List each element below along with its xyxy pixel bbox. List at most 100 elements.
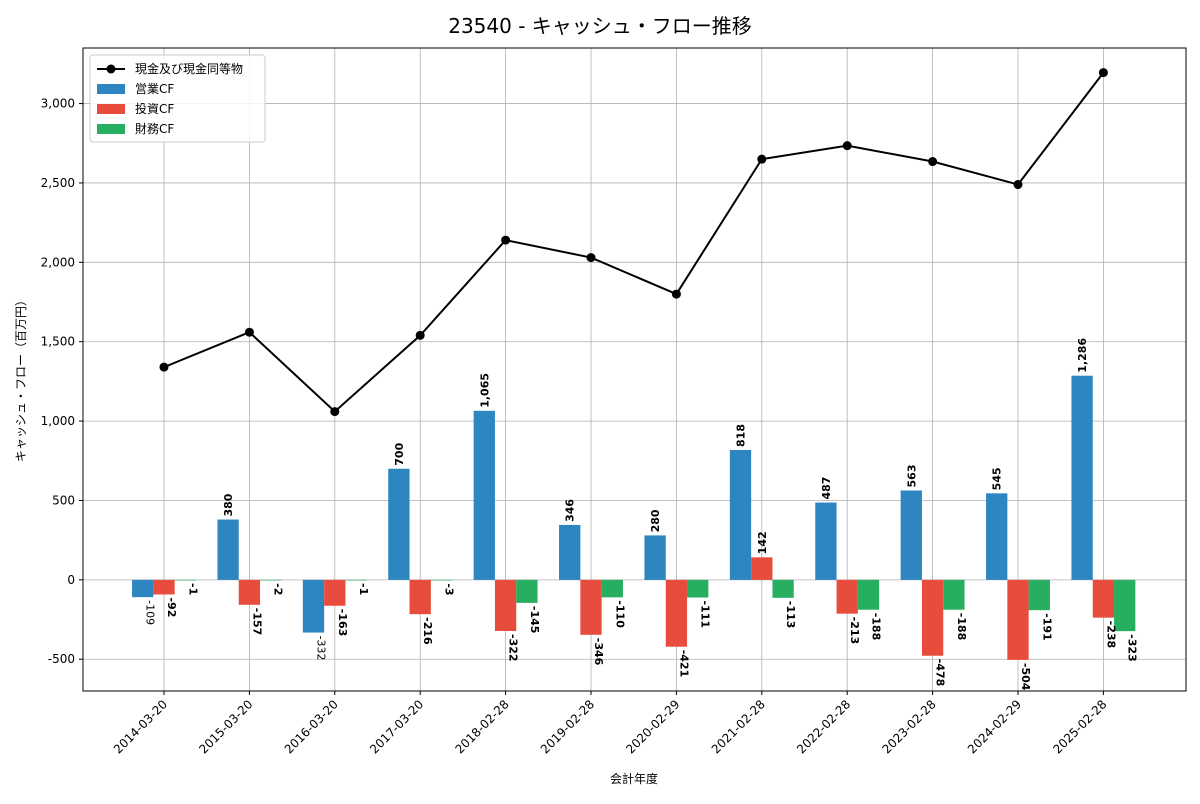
bar-value-label: 1,286 (1076, 338, 1089, 373)
y-tick-label: 1,500 (41, 335, 75, 349)
line-layer (159, 68, 1108, 417)
x-tick-label: 2020-02-29 (623, 697, 682, 756)
bar-investing (494, 579, 517, 631)
legend-label: 財務CF (135, 121, 174, 136)
bar-value-label: 1,065 (478, 373, 491, 408)
bar-investing (238, 579, 261, 605)
bar-value-label: -109 (144, 600, 157, 625)
bar-value-label: -188 (870, 613, 883, 641)
bar-value-label: -188 (955, 613, 968, 641)
bar-value-label: -504 (1019, 663, 1032, 691)
x-tick-label: 2018-02-28 (453, 697, 512, 756)
bar-operating (815, 502, 837, 580)
plot-frame (82, 47, 1187, 692)
legend-label: 現金及び現金同等物 (135, 61, 243, 76)
bar-value-label: -157 (250, 608, 263, 636)
bar-value-label: -110 (613, 600, 626, 628)
x-tick-label: 2021-02-28 (709, 697, 768, 756)
chart-title: 23540 - キャッシュ・フロー推移 (448, 14, 752, 38)
bar-value-label: -213 (848, 617, 861, 645)
axis-layer: -500 0 500 1,000 1,500 2,000 2,500 3,000 2014-03… (41, 97, 1110, 757)
x-tick-label: 2015-03-20 (196, 697, 255, 756)
bar-financing (260, 579, 282, 581)
bar-value-label: -1 (186, 583, 199, 595)
y-tick-label: 500 (52, 493, 75, 507)
bar-investing (1092, 579, 1115, 618)
bar-value-label: -111 (699, 600, 712, 628)
bar-operating (644, 535, 666, 580)
bar-investing (1007, 579, 1029, 660)
cash-point (757, 154, 767, 164)
cash-point (415, 330, 425, 340)
x-tick-label: 2017-03-20 (367, 697, 426, 756)
legend-swatch-marker (106, 64, 116, 74)
x-tick-label: 2022-02-28 (794, 697, 853, 756)
y-tick-label: 2,500 (41, 176, 75, 190)
x-tick-label: 2019-02-28 (538, 697, 597, 756)
bar-value-label: 563 (905, 465, 918, 488)
y-tick-label: 0 (67, 573, 75, 587)
x-tick-label: 2023-02-28 (880, 697, 939, 756)
legend-frame (89, 54, 266, 143)
bar-value-label: -145 (528, 606, 541, 634)
bar-value-label: -113 (784, 601, 797, 629)
bar-value-label: 380 (222, 493, 235, 516)
x-tick-label: 2025-02-28 (1050, 697, 1109, 756)
bar-value-label: -478 (934, 659, 947, 687)
legend-label: 投資CF (135, 101, 174, 116)
legend-swatch-bar (97, 84, 125, 94)
bar-financing (516, 579, 538, 603)
cash-point (842, 141, 852, 151)
bar-operating (900, 490, 922, 580)
bar-operating (217, 519, 239, 580)
bar-investing (580, 579, 602, 635)
bar-value-label: 700 (393, 442, 406, 465)
bar-financing (943, 579, 965, 610)
bar-operating (1071, 375, 1093, 580)
bar-operating (132, 579, 154, 598)
bar-financing (345, 579, 367, 581)
bar-financing (174, 579, 196, 581)
bar-operating (986, 493, 1008, 580)
bar-value-label: 487 (820, 477, 833, 500)
bar-operating (473, 410, 495, 580)
cash-point (159, 362, 169, 372)
legend-label: 営業CF (135, 82, 174, 96)
bar-value-label: 142 (756, 531, 769, 554)
bar-value-label: -92 (165, 597, 178, 617)
x-tick-label: 2014-03-20 (111, 697, 170, 756)
cash-point (1013, 180, 1023, 190)
bar-financing (1114, 579, 1136, 632)
cash-point (928, 157, 938, 167)
bar-value-label: -163 (336, 609, 349, 637)
bar-operating (559, 524, 581, 580)
bar-financing (857, 579, 880, 610)
cash-point (586, 253, 596, 263)
x-tick-label: 2016-03-20 (282, 697, 341, 756)
bar-value-label: -191 (1040, 613, 1053, 641)
cash-point (1098, 68, 1108, 78)
bar-value-label: -3 (443, 583, 456, 595)
cash-point (501, 235, 511, 245)
bar-value-label: -323 (1126, 634, 1139, 662)
y-tick-label: 3,000 (41, 97, 75, 111)
bar-investing (153, 579, 175, 595)
bar-value-label: 346 (564, 499, 577, 522)
bar-operating (729, 449, 752, 580)
bar-investing (409, 579, 431, 615)
cash-line (163, 72, 1105, 413)
bar-investing (324, 579, 346, 606)
bar-layer (132, 375, 1136, 660)
legend-swatch-bar (97, 104, 125, 114)
y-tick-label: 2,000 (41, 255, 75, 269)
bar-value-label: -322 (507, 634, 520, 662)
cash-point (671, 289, 681, 299)
bar-investing (836, 579, 858, 614)
legend-swatch-bar (97, 124, 125, 134)
y-tick-label: 1,000 (41, 414, 75, 428)
bar-financing (772, 579, 794, 598)
bar-value-label: -332 (315, 636, 328, 661)
bar-value-label: -421 (677, 650, 690, 678)
